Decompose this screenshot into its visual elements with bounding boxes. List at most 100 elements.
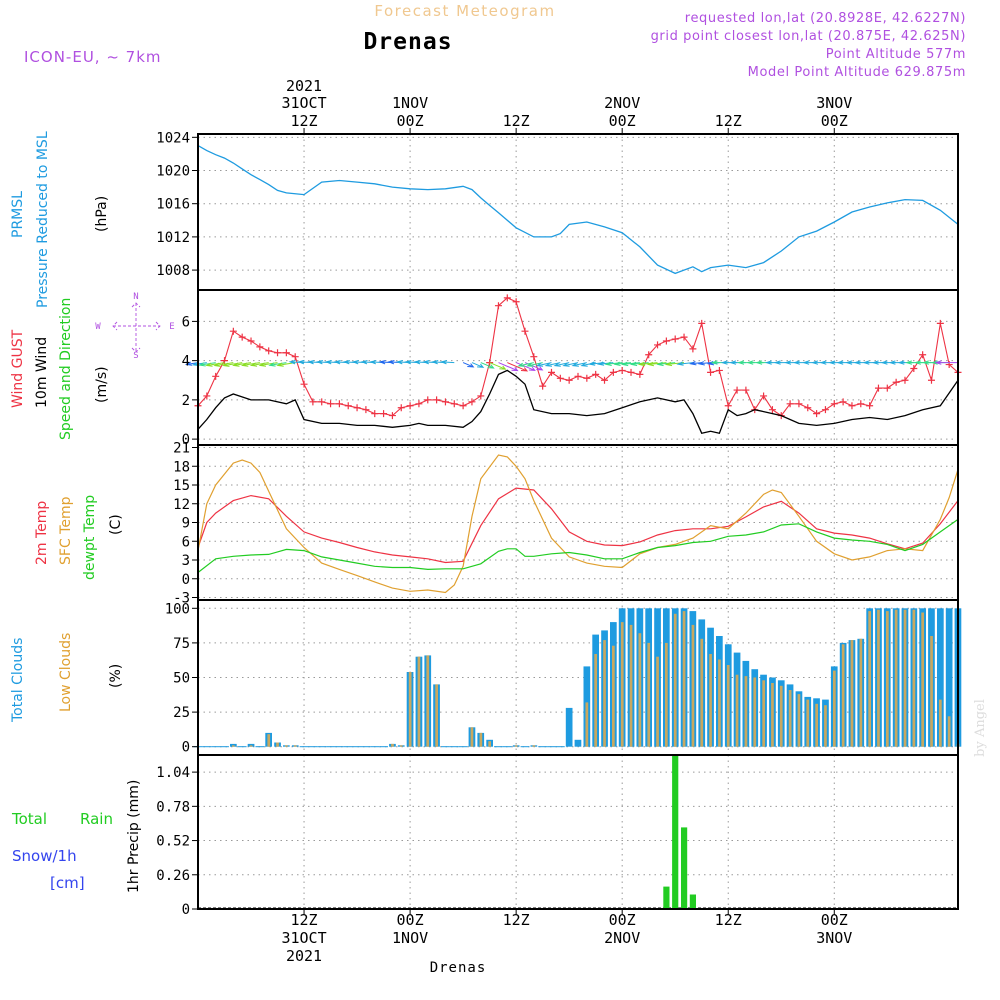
wind-arrow-47 — [596, 361, 614, 366]
gust-marker-36 — [512, 298, 520, 306]
low-cloud-bar-26 — [426, 655, 430, 747]
low-cloud-bar-84 — [939, 699, 942, 747]
compass-e: E — [169, 322, 174, 332]
top-time-label-1-l3: 00Z — [397, 112, 424, 130]
wind-arrow-53 — [646, 361, 667, 367]
temp-label-dewpt: dewpt Temp — [82, 495, 98, 580]
wind-arrow-3 — [205, 362, 225, 367]
ytick-label-wind-2: 4 — [182, 354, 190, 370]
low-cloud-bar-27 — [435, 684, 438, 747]
low-cloud-bar-83 — [930, 636, 933, 747]
precip-label-snow: Snow/1h — [12, 847, 77, 865]
low-cloud-bar-55 — [682, 611, 686, 747]
precip-unit: 1hr Precip (mm) — [126, 780, 142, 893]
low-cloud-bar-77 — [877, 609, 880, 747]
gust-marker-68 — [795, 400, 803, 408]
total-cloud-bar-84 — [937, 608, 944, 747]
ytick-label-temperature-2: 3 — [182, 553, 190, 569]
low-cloud-bar-52 — [656, 656, 659, 747]
gust-marker-78 — [883, 384, 891, 392]
station-title: Drenas — [363, 29, 452, 55]
low-cloud-bar-48 — [620, 622, 624, 747]
wind-arrow-49 — [613, 361, 632, 366]
gust-marker-13 — [309, 398, 317, 406]
low-cloud-bar-82 — [921, 612, 924, 747]
precip-label-cm: [cm] — [50, 874, 85, 892]
bottom-time-label-1-l1: 00Z — [397, 911, 424, 929]
gust-marker-58 — [707, 368, 715, 376]
low-cloud-bar-10 — [285, 745, 288, 747]
wind-arrow-51 — [629, 361, 649, 367]
cloud-labels: Total Clouds Low Clouds (%) — [10, 633, 124, 723]
bottom-time-label-4-l1: 12Z — [715, 911, 742, 929]
compass-s: S — [133, 351, 138, 361]
gust-marker-59 — [715, 366, 723, 374]
gust-marker-20 — [371, 410, 379, 418]
wind-arrow-48 — [604, 361, 623, 366]
top-time-label-0-l1: 2021 — [286, 77, 322, 95]
low-cloud-bar-78 — [886, 611, 889, 747]
model-name: ICON-EU, ~ 7km — [24, 48, 162, 66]
low-cloud-bar-60 — [726, 665, 730, 747]
gust-marker-43 — [574, 372, 582, 380]
top-time-label-4-l3: 12Z — [715, 112, 742, 130]
gust-marker-7 — [256, 343, 264, 351]
bottom-time-label-2-l1: 12Z — [503, 911, 530, 929]
low-cloud-bar-54 — [673, 613, 677, 747]
low-cloud-bar-49 — [629, 624, 633, 747]
low-cloud-bar-71 — [824, 705, 827, 747]
gust-marker-26 — [424, 396, 432, 404]
pressure-unit: (hPa) — [94, 196, 110, 232]
wind-arrow-29 — [439, 360, 455, 365]
low-cloud-bar-8 — [267, 734, 271, 747]
low-cloud-bar-72 — [833, 670, 836, 747]
gust-marker-53 — [662, 337, 670, 345]
ytick-label-precipitation-0: 0 — [182, 902, 190, 918]
gust-marker-5 — [238, 333, 246, 341]
gust-marker-64 — [760, 392, 768, 400]
low-cloud-bar-58 — [709, 654, 712, 747]
gust-marker-56 — [689, 345, 697, 353]
gust-marker-24 — [406, 402, 414, 410]
gust-marker-35 — [503, 294, 511, 302]
gust-marker-14 — [318, 398, 326, 406]
bottom-time-label-3-l2: 2NOV — [604, 929, 640, 947]
low-cloud-bar-73 — [841, 644, 845, 747]
pressure-line — [197, 145, 959, 275]
ytick-label-clouds-2: 50 — [173, 671, 190, 687]
low-cloud-bar-4 — [232, 745, 235, 747]
grid-point-coords: grid point closest lon,lat (20.875E, 42.… — [651, 29, 966, 44]
wind-arrow-10 — [268, 362, 287, 367]
gust-marker-31 — [468, 398, 476, 406]
gust-marker-32 — [477, 392, 485, 400]
ytick-label-wind-1: 2 — [182, 393, 190, 409]
wind-arrow-58 — [697, 361, 711, 366]
wind-arrow-30 — [462, 362, 475, 368]
wind-arrow-36 — [515, 362, 536, 371]
grid-layer — [198, 134, 958, 910]
gust-marker-83 — [927, 376, 935, 384]
low-cloud-bar-23 — [399, 745, 403, 747]
low-cloud-bar-66 — [779, 685, 783, 747]
gust-marker-1 — [203, 392, 211, 400]
low-cloud-bar-79 — [894, 609, 898, 747]
top-time-label-3-l3: 00Z — [609, 112, 636, 130]
gust-marker-67 — [786, 400, 794, 408]
wind-arrow-7 — [240, 362, 260, 367]
wind-arrow-35 — [507, 362, 529, 372]
gust-marker-8 — [265, 347, 273, 355]
ytick-label-clouds-0: 0 — [182, 740, 190, 756]
low-cloud-bar-44 — [585, 702, 589, 747]
top-time-label-2-l3: 12Z — [503, 112, 530, 130]
low-cloud-bar-85 — [947, 716, 951, 747]
gust-marker-27 — [433, 396, 441, 404]
gust-marker-80 — [901, 376, 909, 384]
wind-arrow-56 — [676, 361, 693, 366]
temp-unit: (C) — [108, 514, 124, 535]
low-cloud-bar-74 — [850, 640, 854, 747]
t2m-line — [197, 487, 959, 564]
gust-marker-22 — [388, 412, 396, 420]
top-time-label-5-l3: 00Z — [821, 112, 848, 130]
cloud-unit: (%) — [108, 664, 124, 688]
gust-marker-42 — [565, 376, 573, 384]
